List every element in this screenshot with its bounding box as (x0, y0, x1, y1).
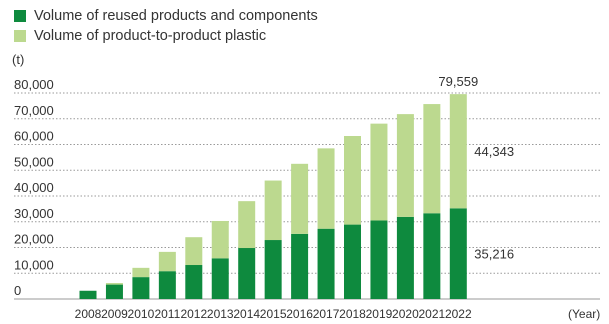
bar-plastic-2016 (291, 163, 309, 234)
y-tick-label: 60,000 (14, 129, 54, 144)
y-tick-label: 50,000 (14, 154, 54, 169)
bar-reused-2014 (238, 248, 256, 299)
bar-reused-2012 (185, 265, 203, 299)
x-tick-label: 2017 (313, 307, 340, 321)
bar-plastic-2022 (449, 94, 467, 209)
y-tick-label: 80,000 (14, 77, 54, 92)
bar-plastic-2014 (238, 201, 256, 249)
bar-reused-2020 (396, 216, 414, 299)
bar-plastic-2018 (344, 136, 361, 225)
y-tick-label: 20,000 (14, 232, 54, 247)
x-tick-label: 2018 (339, 307, 366, 321)
x-tick-label: 2008 (75, 307, 102, 321)
bar-plastic-2017 (317, 148, 335, 229)
legend-label-reused: Volume of reused products and components (34, 8, 318, 24)
bar-reused-2018 (344, 224, 361, 299)
y-tick-label: 0 (14, 283, 21, 298)
bar-reused-2011 (158, 271, 176, 299)
x-tick-label: 2016 (286, 307, 313, 321)
legend-item-reused: Volume of reused products and components (14, 6, 318, 26)
bar-reused-2009 (105, 284, 123, 299)
bar-plastic-2013 (211, 220, 229, 259)
x-tick-label: 2010 (128, 307, 155, 321)
bar-reused-2016 (291, 233, 309, 299)
y-tick-label: 40,000 (14, 180, 54, 195)
legend: Volume of reused products and components… (14, 6, 318, 46)
legend-swatch-reused (14, 10, 26, 22)
x-tick-label: 2013 (207, 307, 234, 321)
legend-item-plastic: Volume of product-to-product plastic (14, 26, 318, 46)
data-label-total-2022: 79,559 (438, 74, 478, 89)
bar-reused-2013 (211, 258, 229, 299)
y-axis-unit: (t) (12, 52, 25, 67)
x-tick-label: 2015 (260, 307, 287, 321)
bar-plastic-2021 (423, 104, 441, 214)
bar-reused-2021 (423, 213, 441, 299)
y-tick-label: 70,000 (14, 103, 54, 118)
bar-plastic-2015 (264, 180, 282, 241)
bar-reused-2008 (79, 290, 97, 299)
bar-plastic-2019 (370, 123, 388, 221)
x-tick-label: 2011 (154, 307, 180, 321)
legend-swatch-plastic (14, 30, 26, 42)
x-tick-label: 2022 (445, 307, 472, 321)
bar-plastic-2009 (105, 283, 123, 285)
bar-reused-2015 (264, 240, 282, 299)
x-tick-label: 2020 (392, 307, 419, 321)
x-tick-label: 2012 (180, 307, 207, 321)
x-tick-label: 2009 (101, 307, 128, 321)
data-label-plastic-2022: 44,343 (474, 144, 514, 159)
x-tick-label: 2019 (366, 307, 393, 321)
bar-plastic-2011 (158, 251, 176, 272)
bar-reused-2010 (132, 277, 150, 299)
y-tick-label: 10,000 (14, 257, 54, 272)
x-tick-label: 2021 (418, 307, 445, 321)
bar-plastic-2010 (132, 267, 150, 278)
bar-reused-2019 (370, 220, 388, 299)
bar-reused-2022 (449, 208, 467, 299)
y-tick-label: 30,000 (14, 206, 54, 221)
x-tick-label: 2014 (233, 307, 260, 321)
bar-plastic-2012 (185, 237, 203, 266)
data-label-reused-2022: 35,216 (474, 247, 514, 262)
legend-label-plastic: Volume of product-to-product plastic (34, 28, 267, 44)
x-axis-unit: (Year) (568, 307, 600, 321)
bar-plastic-2020 (396, 114, 414, 217)
bar-reused-2017 (317, 228, 335, 299)
